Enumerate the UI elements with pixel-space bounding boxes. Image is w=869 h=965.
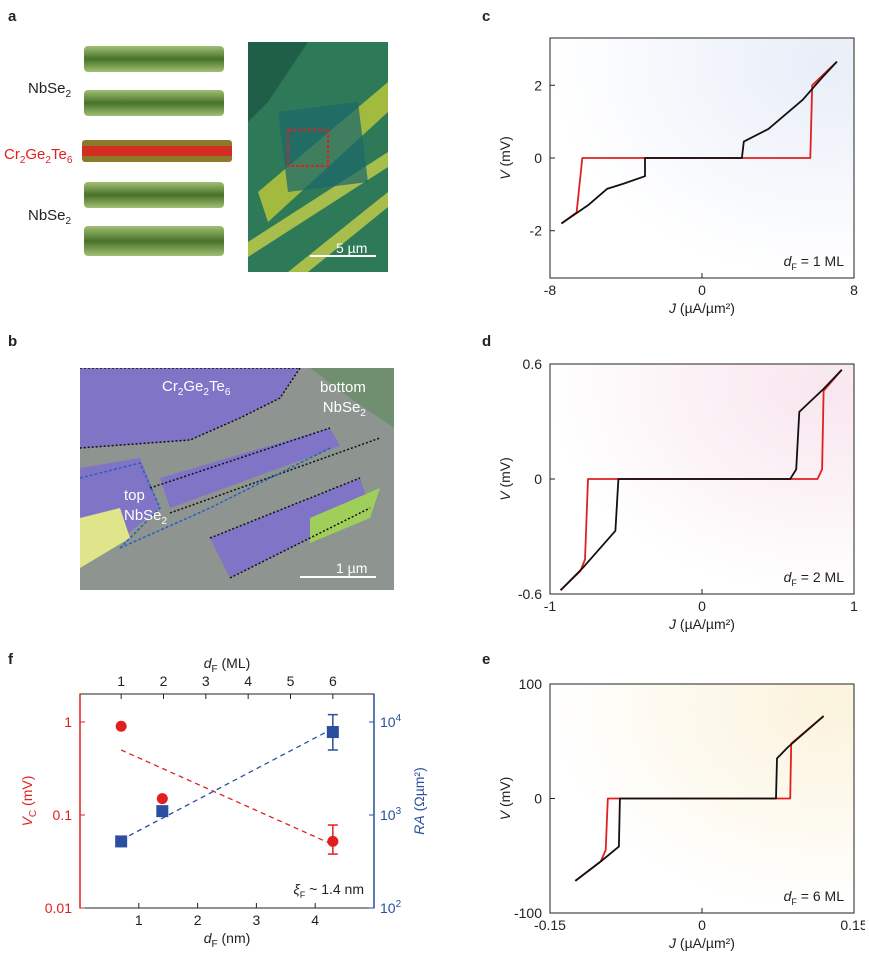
- chart-c-iv-1ml: -8 0 8 -2 0 2 J (µA/µm²) V (mV) dF = 1 ML: [497, 37, 858, 316]
- crgete-layer: [82, 140, 232, 162]
- nbse2-top-layers: [84, 46, 224, 116]
- left-tick-label: 0.01: [45, 900, 72, 916]
- top-tick-label: 2: [160, 673, 168, 689]
- y-tick-label: -0.6: [518, 586, 542, 602]
- x-axis-label: J (µA/µm²): [668, 616, 735, 632]
- x-tick-label: 1: [135, 912, 143, 928]
- panel-label-e: e: [482, 651, 491, 668]
- x-axis-label: dF (nm): [204, 930, 251, 950]
- chart-d-iv-2ml: -1 0 1 -0.6 0 0.6 J (µA/µm²) V (mV) dF = 2 ML: [497, 356, 858, 632]
- left-tick-label: 0.1: [53, 807, 73, 823]
- y-tick-label: 2: [534, 77, 542, 93]
- y-axis-label: V (mV): [497, 777, 513, 821]
- x-tick-label: 0.15: [840, 917, 865, 933]
- coherence-length-annotation: ξF ~ 1.4 nm: [293, 881, 364, 900]
- y-tick-label: 0: [534, 471, 542, 487]
- y-tick-label: -100: [514, 905, 542, 921]
- x-tick-label: 2: [194, 912, 202, 928]
- series-line-1: [560, 60, 838, 225]
- chart-f-vc-ra-vs-thickness: 1 2 3 4 1 2 3 4 5 6 0.01 0.1 1 102 103 104 dF (nm) dF (ML…: [19, 655, 427, 950]
- x-tick-label: 0: [698, 917, 706, 933]
- panel-label-f: f: [8, 651, 13, 668]
- x-tick-label: 3: [253, 912, 261, 928]
- vc-point: [115, 720, 127, 732]
- series-line-1: [559, 369, 843, 591]
- nbse2-bottom-layers: [84, 182, 224, 256]
- nbse2-top-label: NbSe2: [28, 80, 72, 100]
- thickness-annotation: dF = 2 ML: [784, 569, 845, 588]
- x-tick-label: 0: [698, 598, 706, 614]
- x-tick-label: 4: [311, 912, 319, 928]
- crystal-structure-illustration: [82, 46, 232, 256]
- y-tick-label: -2: [530, 223, 543, 239]
- top-tick-label: 3: [202, 673, 210, 689]
- y-tick-label: 0: [534, 791, 542, 807]
- sem-scalebar-label: 1 µm: [336, 560, 368, 576]
- left-axis-label: VC (mV): [19, 776, 39, 827]
- crgete-label: Cr2Ge2Te6: [4, 146, 73, 166]
- ra-fit-line: [120, 727, 334, 841]
- vc-fit-line: [120, 749, 334, 846]
- device-micrograph: [248, 42, 388, 272]
- ra-point: [115, 835, 128, 848]
- x-tick-label: 8: [850, 282, 858, 298]
- vc-point: [156, 793, 168, 805]
- y-tick-label: 100: [519, 676, 543, 692]
- thickness-annotation: dF = 1 ML: [784, 253, 845, 272]
- top-tick-label: 1: [117, 673, 125, 689]
- panel-label-b: b: [8, 333, 18, 350]
- panel-label-a: a: [8, 8, 17, 25]
- panel-label-c: c: [482, 8, 491, 25]
- left-tick-label: 1: [64, 714, 72, 730]
- series-line-1: [574, 715, 825, 882]
- top-tick-label: 6: [329, 673, 337, 689]
- right-tick-label: 104: [380, 713, 402, 730]
- right-tick-label: 102: [380, 899, 402, 916]
- right-axis-label: RA (Ωµm²): [411, 767, 427, 835]
- ra-point: [156, 805, 169, 818]
- right-tick-label: 103: [380, 806, 402, 823]
- nbse2-bottom-label: NbSe2: [28, 207, 72, 227]
- top-tick-label: 5: [287, 673, 295, 689]
- thickness-annotation: dF = 6 ML: [784, 888, 845, 907]
- sem-label-crgete: Cr2Ge2Te6: [162, 378, 231, 398]
- y-axis-label: V (mV): [497, 457, 513, 501]
- y-axis-label: V (mV): [497, 136, 513, 180]
- x-tick-label: -0.15: [534, 917, 566, 933]
- vc-point: [327, 835, 339, 847]
- x-tick-label: -8: [544, 282, 557, 298]
- y-tick-label: 0: [534, 150, 542, 166]
- top-axis-label: dF (ML): [204, 655, 251, 675]
- device-sem-image: [80, 368, 394, 590]
- panel-label-d: d: [482, 333, 492, 350]
- top-tick-label: 4: [244, 673, 252, 689]
- x-tick-label: 0: [698, 282, 706, 298]
- y-tick-label: 0.6: [523, 356, 543, 372]
- sem-label-bottom: bottom NbSe2: [320, 379, 366, 419]
- ra-point: [326, 726, 339, 739]
- x-axis-label: J (µA/µm²): [668, 935, 735, 951]
- sem-label-top: top NbSe2: [124, 487, 168, 527]
- x-tick-label: 1: [850, 598, 858, 614]
- micrograph-scalebar-label: 5 µm: [336, 240, 368, 256]
- chart-e-iv-6ml: -0.15 0 0.15 -100 0 100 J (µA/µm²) V (mV) dF = 6…: [497, 676, 865, 951]
- x-tick-label: -1: [544, 598, 557, 614]
- x-axis-label: J (µA/µm²): [668, 300, 735, 316]
